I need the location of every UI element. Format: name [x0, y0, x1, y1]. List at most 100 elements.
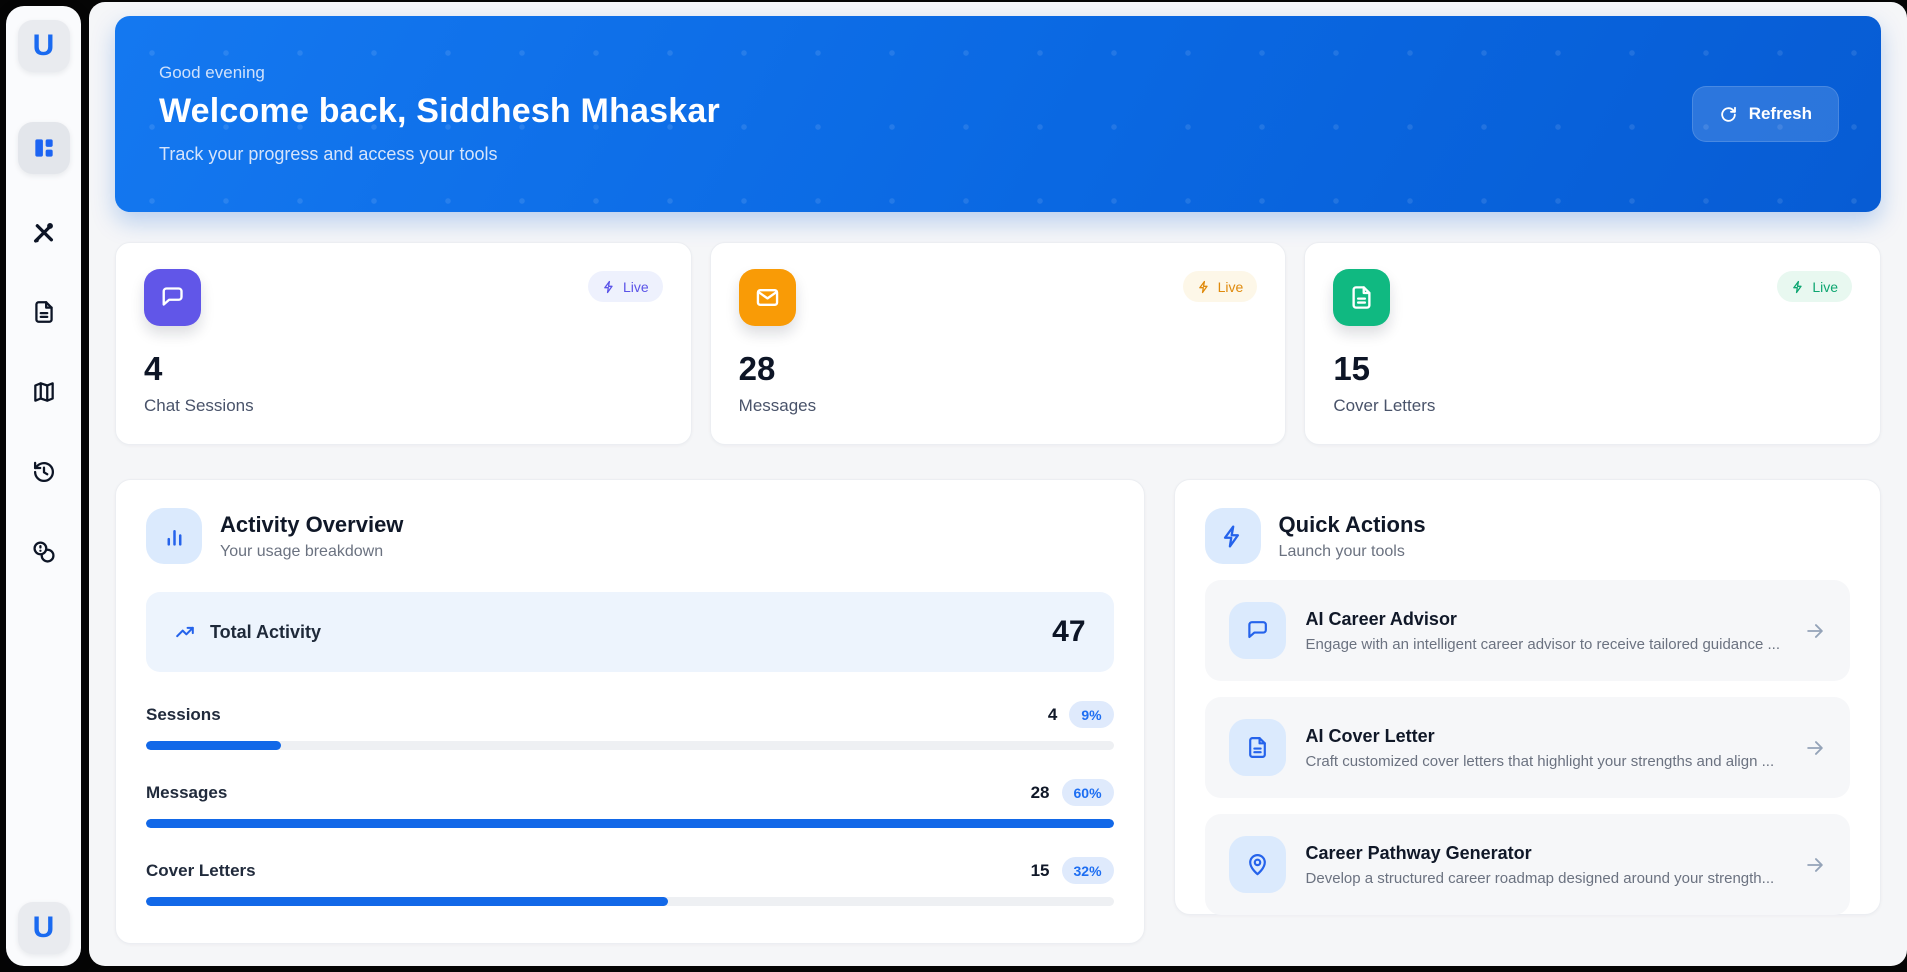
progress-value: 4 [1047, 704, 1058, 724]
action-description: Develop a structured career roadmap desi… [1305, 869, 1775, 887]
file-text-icon [1333, 269, 1391, 326]
live-badge-label: Live [1217, 278, 1244, 295]
live-badge-label: Live [622, 278, 649, 295]
welcome-banner: Good evening Welcome back, Siddhesh Mhas… [115, 16, 1881, 212]
map-pin-icon [1228, 836, 1286, 893]
page-subtitle: Track your progress and access your tool… [159, 144, 498, 164]
stat-cards-row: Live 4 Chat Sessions Live 28 [115, 242, 1881, 445]
stat-value: 28 [738, 350, 776, 387]
sidebar-item-tools[interactable] [22, 210, 66, 254]
sidebar-item-dashboard[interactable] [17, 122, 70, 174]
progress-label: Sessions [146, 704, 221, 724]
progress-values: 28 60% [1031, 779, 1114, 806]
progress-row-messages: Messages 28 60% [146, 779, 1114, 828]
action-ai-cover-letter[interactable]: AI Cover Letter Craft customized cover l… [1204, 697, 1850, 798]
page-title: Welcome back, Siddhesh Mhaskar [159, 92, 720, 130]
stat-card-messages[interactable]: Live 28 Messages [709, 242, 1287, 445]
progress-label: Messages [146, 782, 228, 802]
live-badge-label: Live [1812, 278, 1838, 295]
activity-overview-subtitle: Your usage breakdown [220, 542, 384, 560]
percent-badge: 9% [1069, 701, 1114, 728]
stat-card-cover-letters[interactable]: Live 15 Cover Letters [1304, 242, 1881, 445]
live-badge: Live [587, 271, 663, 302]
total-activity-label: Total Activity [210, 621, 322, 642]
refresh-icon [1719, 105, 1738, 124]
quick-actions-header: Quick Actions Launch your tools [1204, 508, 1850, 564]
arrow-right-icon [1804, 737, 1826, 759]
quick-actions-subtitle: Launch your tools [1278, 542, 1405, 560]
percent-badge: 60% [1061, 779, 1114, 806]
progress-value: 28 [1030, 782, 1050, 802]
sidebar-item-history[interactable] [22, 450, 66, 494]
live-badge: Live [1182, 271, 1258, 302]
sidebar: U [6, 6, 81, 966]
app-logo[interactable]: U [17, 20, 70, 72]
activity-overview-title: Activity Overview [220, 511, 404, 537]
trending-up-icon [174, 621, 196, 643]
refresh-button[interactable]: Refresh [1691, 86, 1839, 142]
tools-icon [30, 219, 57, 246]
sidebar-footer-logo[interactable]: U [17, 902, 70, 954]
action-title: AI Career Advisor [1305, 608, 1457, 629]
progress-values: 4 9% [1048, 701, 1114, 728]
stat-card-chat-sessions[interactable]: Live 4 Chat Sessions [115, 242, 692, 445]
welcome-banner-text: Good evening Welcome back, Siddhesh Mhas… [159, 63, 720, 165]
progress-track [146, 741, 1114, 750]
progress-track [146, 819, 1114, 828]
progress-fill [146, 897, 669, 906]
progress-fill [146, 819, 1114, 828]
stat-value: 15 [1333, 350, 1371, 387]
bottom-row: Activity Overview Your usage breakdown T… [115, 479, 1881, 944]
progress-row-header: Cover Letters 15 32% [146, 857, 1114, 884]
sidebar-item-documents[interactable] [22, 290, 66, 334]
stat-value: 4 [144, 350, 163, 387]
sidebar-item-map[interactable] [22, 370, 66, 414]
quick-actions-title: Quick Actions [1278, 511, 1426, 537]
progress-fill [146, 741, 282, 750]
total-activity-left: Total Activity [174, 621, 321, 643]
activity-overview-titles: Activity Overview Your usage breakdown [220, 512, 403, 561]
main-content: Good evening Welcome back, Siddhesh Mhas… [89, 2, 1907, 966]
progress-row-sessions: Sessions 4 9% [146, 701, 1114, 750]
file-text-icon [31, 299, 57, 325]
progress-track [146, 897, 1114, 906]
action-title: AI Cover Letter [1305, 725, 1435, 746]
sidebar-item-coins[interactable] [22, 530, 66, 574]
layout-dashboard-icon [31, 135, 57, 161]
chat-bubble-icon [1228, 602, 1286, 659]
zap-icon [1791, 280, 1805, 294]
progress-label: Cover Letters [146, 860, 256, 880]
quick-actions-titles: Quick Actions Launch your tools [1279, 512, 1426, 561]
mail-icon [738, 269, 796, 326]
progress-values: 15 32% [1031, 857, 1114, 884]
chat-bubble-icon [144, 269, 201, 326]
zap-icon [1197, 280, 1211, 294]
progress-row-header: Messages 28 60% [146, 779, 1114, 806]
coins-icon [31, 539, 57, 565]
arrow-right-icon [1804, 620, 1826, 642]
action-title: Career Pathway Generator [1305, 842, 1532, 863]
action-description: Engage with an intelligent career adviso… [1305, 635, 1780, 653]
refresh-button-label: Refresh [1748, 104, 1812, 123]
activity-overview-header: Activity Overview Your usage breakdown [146, 508, 1114, 564]
map-icon [31, 379, 57, 405]
total-activity-value: 47 [1052, 615, 1086, 648]
stat-label: Messages [738, 396, 817, 415]
action-text: AI Career Advisor Engage with an intelli… [1306, 609, 1780, 653]
action-ai-career-advisor[interactable]: AI Career Advisor Engage with an intelli… [1204, 580, 1850, 681]
total-activity-box: Total Activity 47 [146, 592, 1114, 672]
arrow-right-icon [1804, 854, 1826, 876]
live-badge: Live [1777, 271, 1852, 302]
progress-row-header: Sessions 4 9% [146, 701, 1114, 728]
action-career-pathway-generator[interactable]: Career Pathway Generator Develop a struc… [1204, 814, 1850, 915]
sidebar-footer-logo-letter: U [32, 911, 55, 944]
bar-chart-icon [146, 508, 202, 564]
zap-icon [602, 280, 616, 294]
file-text-icon [1228, 719, 1286, 776]
greeting-text: Good evening [159, 63, 265, 82]
zap-icon [1204, 508, 1261, 564]
activity-overview-panel: Activity Overview Your usage breakdown T… [115, 479, 1145, 944]
progress-row-cover-letters: Cover Letters 15 32% [146, 857, 1114, 906]
action-text: AI Cover Letter Craft customized cover l… [1306, 726, 1780, 770]
history-icon [31, 459, 57, 485]
